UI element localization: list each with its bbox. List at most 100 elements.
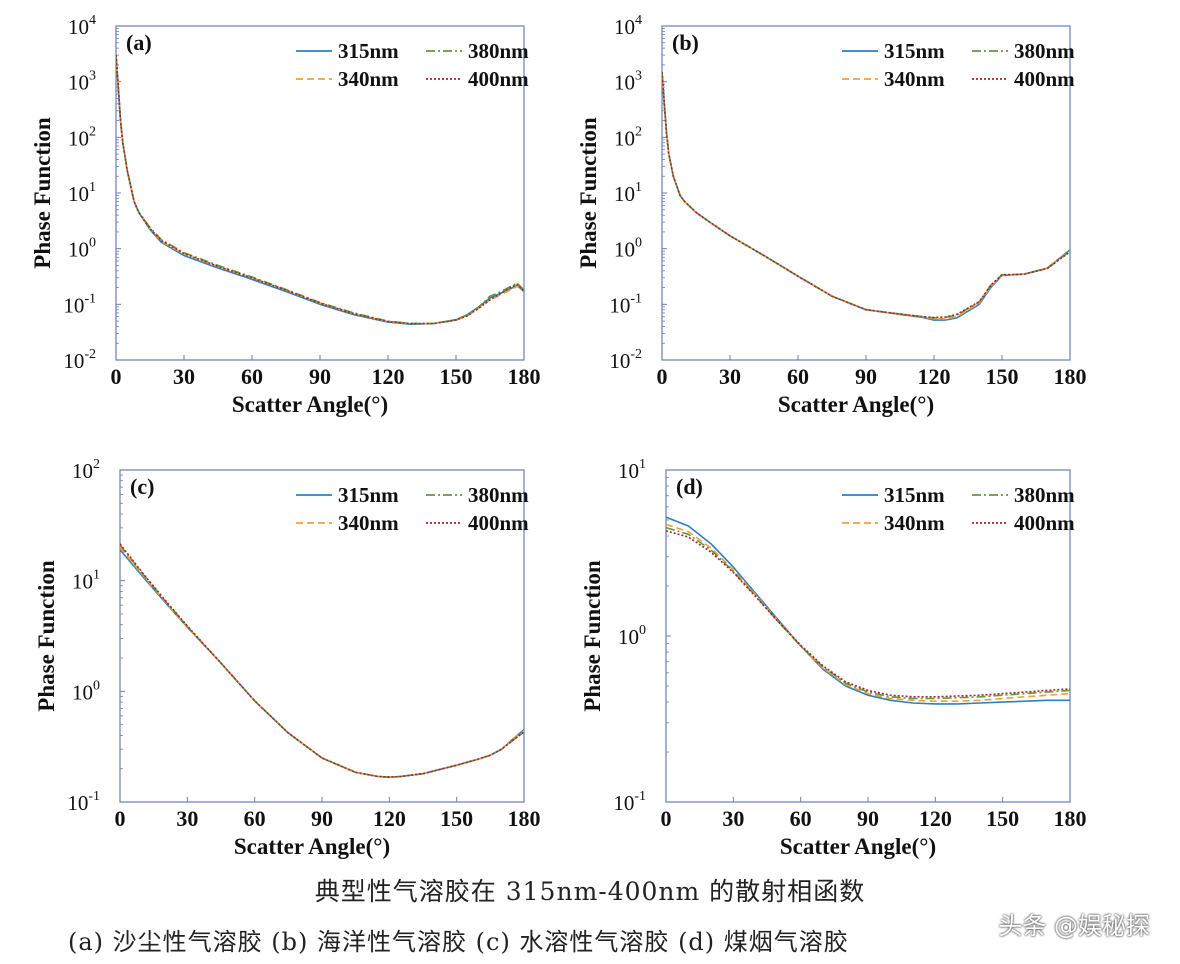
y-tick-label: 102 [614,124,642,150]
y-axis-label: Phase Function [30,117,55,269]
x-tick-label: 60 [241,364,263,389]
legend-label-380nm: 380nm [468,483,529,507]
x-tick-label: 90 [309,364,331,389]
legend-label-340nm: 340nm [884,67,945,91]
series-line-400nm [116,55,524,325]
x-tick-label: 60 [244,806,266,831]
y-tick-label: 101 [68,180,96,206]
x-tick-label: 90 [311,806,333,831]
x-axis-label: Scatter Angle(°) [780,834,936,859]
y-tick-label: 100 [68,236,96,262]
x-tick-label: 60 [787,364,809,389]
series-line-400nm [120,543,524,778]
y-tick-label: 10-2 [63,347,96,373]
x-tick-label: 150 [440,364,473,389]
y-axis-label: Phase Function [576,117,601,269]
series-line-380nm [662,71,1070,319]
panel-b: 0 30 60 90 120 150 180 10-2 10-1 100 101 102 103 104 S… [576,13,1087,417]
x-tick-label: 90 [857,806,879,831]
y-tick-label: 10-2 [609,347,642,373]
panel-label: (c) [130,474,154,499]
x-tick-label: 120 [918,364,951,389]
legend-label-400nm: 400nm [1014,67,1075,91]
x-tick-label: 180 [1054,806,1087,831]
x-tick-label: 150 [986,364,1019,389]
x-tick-label: 0 [115,806,126,831]
series-line-400nm [666,530,1070,698]
y-axis-label: Phase Function [34,560,59,712]
x-tick-label: 0 [111,364,122,389]
x-tick-label: 0 [657,364,668,389]
legend-label-400nm: 400nm [468,511,529,535]
legend-label-340nm: 340nm [338,511,399,535]
legend-label-380nm: 380nm [1014,483,1075,507]
x-tick-label: 150 [986,806,1019,831]
y-axis-label: Phase Function [580,560,605,712]
series-line-400nm [662,71,1070,319]
legend-label-340nm: 340nm [884,511,945,535]
y-tick-label: 101 [618,457,646,483]
x-tick-label: 30 [722,806,744,831]
series-line-340nm [120,546,524,778]
y-tick-label: 10-1 [67,789,100,815]
legend-label-315nm: 315nm [338,39,399,63]
plot-frame [665,469,1071,803]
y-tick-label: 10-1 [613,789,646,815]
series-line-315nm [662,71,1070,321]
y-tick-label: 100 [618,623,646,649]
x-tick-label: 90 [855,364,877,389]
series-line-340nm [116,55,524,325]
legend-label-400nm: 400nm [1014,511,1075,535]
x-tick-label: 180 [508,806,541,831]
legend-label-315nm: 315nm [884,483,945,507]
series-line-340nm [662,71,1070,320]
x-tick-label: 180 [508,364,541,389]
panel-label: (d) [676,474,703,499]
panel-d: 0 30 60 90 120 150 180 10-1 100 101 Scatter Angle(… [580,457,1087,859]
y-tick-label: 102 [72,457,100,483]
x-tick-label: 180 [1054,364,1087,389]
y-tick-label: 101 [614,180,642,206]
y-tick-label: 100 [72,678,100,704]
x-tick-label: 0 [661,806,672,831]
series-line-380nm [116,55,524,325]
x-tick-label: 120 [373,806,406,831]
series-line-380nm [120,544,524,778]
y-tick-label: 102 [68,124,96,150]
y-tick-label: 10-1 [63,291,96,317]
caption-subtitle: (a) 沙尘性气溶胶 (b) 海洋性气溶胶 (c) 水溶性气溶胶 (d) 煤烟气… [68,928,849,956]
x-axis-label: Scatter Angle(°) [232,392,388,417]
panel-label: (a) [126,30,152,55]
x-tick-label: 60 [790,806,812,831]
legend-label-380nm: 380nm [468,39,529,63]
legend-label-340nm: 340nm [338,67,399,91]
y-tick-label: 10-1 [609,291,642,317]
y-tick-label: 103 [614,69,642,95]
x-tick-label: 30 [719,364,741,389]
series-line-340nm [666,523,1070,702]
legend-label-315nm: 315nm [338,483,399,507]
y-tick-label: 101 [72,568,100,594]
legend-label-315nm: 315nm [884,39,945,63]
series-line-315nm [666,516,1070,705]
x-axis-label: Scatter Angle(°) [778,392,934,417]
y-tick-label: 104 [68,13,96,39]
y-tick-label: 100 [614,236,642,262]
x-tick-label: 30 [173,364,195,389]
plot-frame [115,25,525,361]
panel-label: (b) [672,30,699,55]
panel-c: 0 30 60 90 120 150 180 10-1 100 101 102 Scatter Ang… [34,457,541,859]
x-tick-label: 150 [440,806,473,831]
x-tick-label: 120 [372,364,405,389]
series-line-315nm [116,55,524,325]
x-tick-label: 30 [176,806,198,831]
plot-frame [119,469,525,803]
x-tick-label: 120 [919,806,952,831]
caption-title: 典型性气溶胶在 315nm-400nm 的散射相函数 [314,877,866,906]
figure: 0 30 60 90 120 150 180 10-2 10-1 100 101 102 103 104 S… [30,13,1087,859]
legend-label-380nm: 380nm [1014,39,1075,63]
y-tick-label: 103 [68,69,96,95]
x-axis-label: Scatter Angle(°) [234,834,390,859]
legend-label-400nm: 400nm [468,67,529,91]
watermark: 头条 @娱秘探 [998,912,1150,940]
